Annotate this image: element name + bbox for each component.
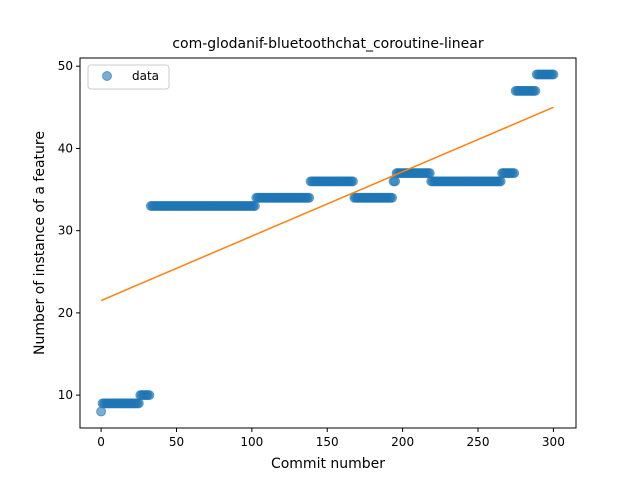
legend: data bbox=[88, 65, 169, 89]
x-tick-label: 0 bbox=[97, 435, 105, 449]
data-point bbox=[388, 193, 397, 202]
x-axis-label: Commit number bbox=[271, 456, 385, 472]
x-tick-label: 250 bbox=[467, 435, 490, 449]
legend-marker-data bbox=[103, 72, 112, 81]
data-point bbox=[549, 70, 558, 79]
data-point bbox=[305, 193, 314, 202]
y-tick-label: 30 bbox=[58, 224, 73, 238]
data-point bbox=[145, 391, 154, 400]
data-point bbox=[496, 177, 505, 186]
data-point bbox=[97, 407, 106, 416]
y-tick-label: 20 bbox=[58, 306, 73, 320]
data-point bbox=[250, 202, 259, 211]
y-axis-label: Number of instance of a feature bbox=[32, 131, 48, 355]
data-point bbox=[134, 399, 143, 408]
y-tick-label: 50 bbox=[58, 59, 73, 73]
x-tick-label: 50 bbox=[169, 435, 184, 449]
x-tick-label: 100 bbox=[240, 435, 263, 449]
data-point bbox=[391, 177, 400, 186]
x-tick-label: 300 bbox=[542, 435, 565, 449]
data-point bbox=[425, 169, 434, 178]
data-point bbox=[348, 177, 357, 186]
chart-title: com-glodanif-bluetoothchat_coroutine-lin… bbox=[172, 36, 484, 52]
x-tick-label: 150 bbox=[316, 435, 339, 449]
x-tick-label: 200 bbox=[391, 435, 414, 449]
plot-area bbox=[80, 58, 576, 428]
legend-label-data: data bbox=[132, 69, 159, 83]
y-tick-label: 10 bbox=[58, 388, 73, 402]
data-point bbox=[510, 169, 519, 178]
data-point bbox=[531, 86, 540, 95]
y-tick-label: 40 bbox=[58, 141, 73, 155]
